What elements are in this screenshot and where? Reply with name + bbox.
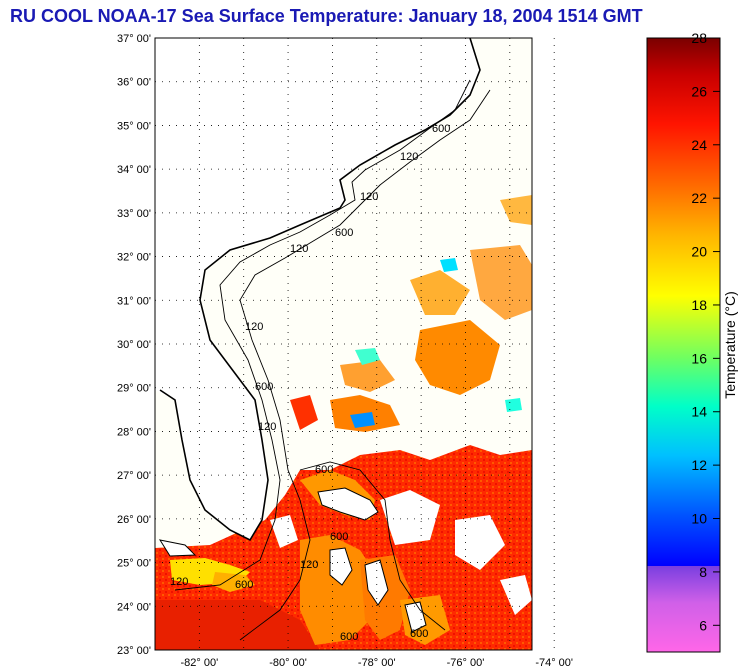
isobath-label: 600	[335, 227, 353, 239]
colorbar-tick-label: 6	[699, 617, 707, 633]
latitude-label: 36° 00'	[117, 77, 151, 89]
latitude-label: 28° 00'	[117, 426, 151, 438]
colorbar-tick-label: 8	[699, 564, 707, 580]
latitude-label: 29° 00'	[117, 383, 151, 395]
longitude-label: -74° 00'	[535, 657, 573, 669]
isobath-120	[174, 79, 471, 591]
isobath-label: 120	[245, 321, 263, 333]
latitude-labels: 37° 00' 36° 00' 35° 00' 34° 00' 33° 00' 32° 0…	[117, 33, 151, 657]
colorbar-tick-label: 20	[691, 244, 707, 260]
sst-data-layer: 600 120 120 600 120 120 600 120 600 600 …	[155, 38, 532, 650]
latitude-label: 35° 00'	[117, 120, 151, 132]
longitude-label: -82° 00'	[181, 657, 219, 669]
isobath-label: 600	[432, 123, 450, 135]
colorbar-tick-label: 24	[691, 137, 707, 153]
latitude-label: 25° 00'	[117, 558, 151, 570]
isobath-label: 120	[300, 559, 318, 571]
isobath-label: 600	[330, 531, 348, 543]
colorbar-tick-label: 14	[691, 404, 707, 420]
latitude-label: 24° 00'	[117, 601, 151, 613]
isobath-label: 120	[290, 243, 308, 255]
isobath-label: 120	[400, 151, 418, 163]
colorbar-ticks: 28 26 24 22 20 18 16 14 12 10 8 6	[691, 30, 720, 633]
isobath-label: 600	[255, 381, 273, 393]
colorbar-tick-label: 26	[691, 83, 707, 99]
latitude-label: 27° 00'	[117, 470, 151, 482]
colorbar-tick-label: 28	[691, 30, 707, 46]
isobath-label: 600	[340, 631, 358, 643]
longitude-label: -76° 00'	[447, 657, 485, 669]
isobath-600	[239, 89, 491, 641]
isobath-label: 600	[315, 464, 333, 476]
map-title: RU COOL NOAA-17 Sea Surface Temperature:…	[10, 6, 643, 26]
colorbar-tick-label: 10	[691, 511, 707, 527]
latitude-label: 23° 00'	[117, 645, 151, 657]
coastline	[159, 38, 481, 542]
isobath-label: 120	[170, 576, 188, 588]
latitude-label: 31° 00'	[117, 295, 151, 307]
colorbar-tick-label: 18	[691, 297, 707, 313]
isobath-label: 600	[410, 628, 428, 640]
longitude-label: -80° 00'	[269, 657, 307, 669]
isobath-label: 120	[258, 421, 276, 433]
longitude-label: -78° 00'	[358, 657, 396, 669]
latitude-label: 33° 00'	[117, 208, 151, 220]
latitude-label: 32° 00'	[117, 252, 151, 264]
latitude-label: 37° 00'	[117, 33, 151, 45]
latitude-label: 26° 00'	[117, 514, 151, 526]
latitude-label: 30° 00'	[117, 339, 151, 351]
colorbar-tick-label: 12	[691, 457, 707, 473]
colorbar	[646, 37, 721, 653]
longitude-labels: -82° 00' -80° 00' -78° 00' -76° 00' -74° 00'	[181, 657, 574, 669]
colorbar-tick-label: 16	[691, 350, 707, 366]
colorbar-label: Temperature (°C)	[722, 291, 738, 399]
latitude-label: 34° 00'	[117, 164, 151, 176]
isobath-label: 120	[360, 191, 378, 203]
isobath-bahamas	[299, 461, 446, 631]
isobath-label: 600	[235, 579, 253, 591]
colorbar-tick-label: 22	[691, 190, 707, 206]
map-frame	[154, 37, 533, 651]
